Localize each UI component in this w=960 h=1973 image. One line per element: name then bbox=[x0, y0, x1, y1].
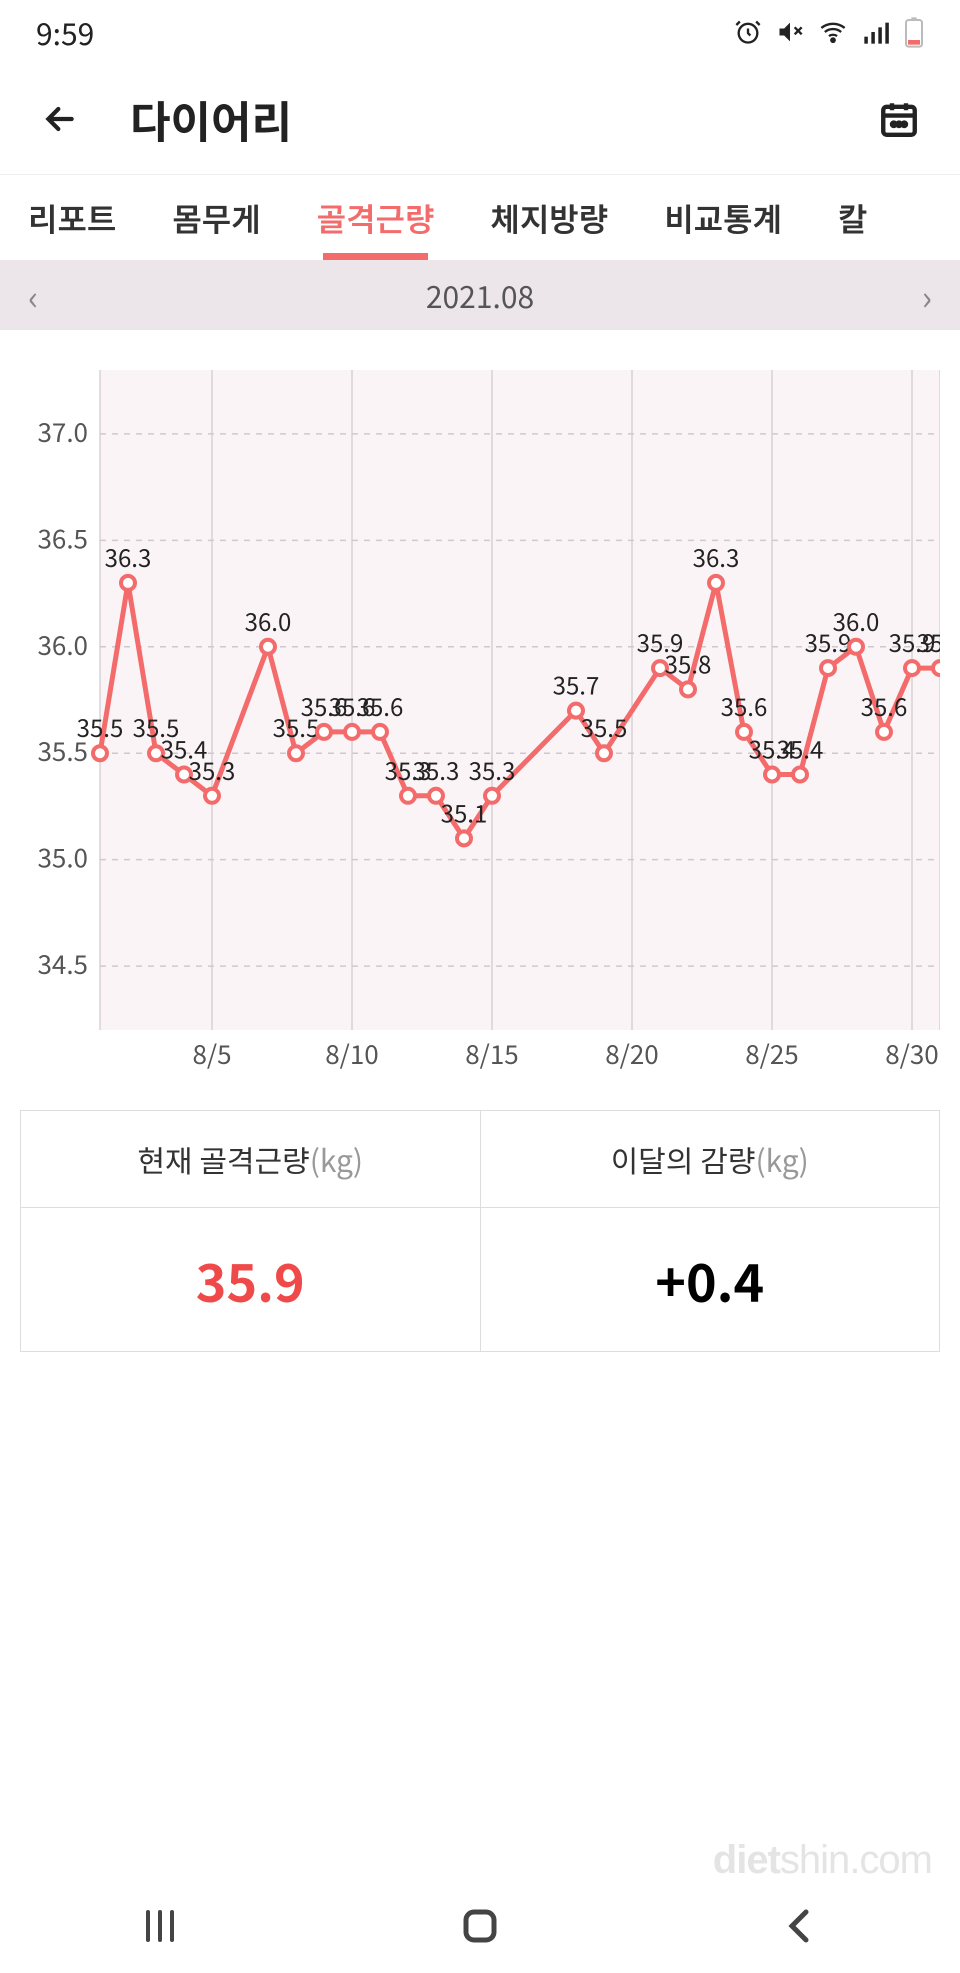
svg-text:35.3: 35.3 bbox=[189, 752, 236, 787]
svg-text:37.0: 37.0 bbox=[37, 413, 88, 450]
svg-text:35.6: 35.6 bbox=[861, 688, 908, 723]
month-next-button[interactable]: › bbox=[922, 271, 932, 320]
alarm-icon bbox=[734, 18, 762, 46]
summary-delta: 이달의 감량(kg) +0.4 bbox=[481, 1111, 940, 1351]
svg-text:36.0: 36.0 bbox=[37, 626, 88, 663]
summary-current-value: 35.9 bbox=[21, 1208, 480, 1351]
tab-1[interactable]: 몸무게 bbox=[144, 175, 288, 260]
svg-text:8/5: 8/5 bbox=[192, 1035, 231, 1072]
svg-text:35.0: 35.0 bbox=[37, 839, 88, 876]
month-label: 2021.08 bbox=[426, 273, 534, 317]
svg-text:35.3: 35.3 bbox=[413, 752, 460, 787]
svg-text:36.3: 36.3 bbox=[105, 539, 152, 574]
recents-button[interactable] bbox=[136, 1902, 184, 1955]
watermark: dietshin.com bbox=[713, 1838, 932, 1883]
app-bar: 다이어리 bbox=[0, 64, 960, 174]
signal-icon bbox=[862, 18, 890, 46]
svg-text:34.5: 34.5 bbox=[37, 945, 88, 982]
mute-icon bbox=[776, 18, 804, 46]
svg-text:35.6: 35.6 bbox=[721, 688, 768, 723]
muscle-mass-chart: 34.5 35.0 35.5 36.0 36.5 37.0 8/5 8/10 8/15 8/20 8… bbox=[20, 360, 940, 1080]
month-selector: ‹ 2021.08 › bbox=[0, 260, 960, 330]
status-bar: 9:59 bbox=[0, 0, 960, 64]
svg-text:36.0: 36.0 bbox=[833, 603, 880, 638]
tab-4[interactable]: 비교통계 bbox=[636, 175, 810, 260]
svg-text:35.7: 35.7 bbox=[553, 667, 600, 702]
svg-text:8/20: 8/20 bbox=[605, 1035, 658, 1072]
svg-text:35.4: 35.4 bbox=[777, 731, 824, 766]
summary-table: 현재 골격근량(kg) 35.9 이달의 감량(kg) +0.4 bbox=[20, 1110, 940, 1352]
svg-text:35.5: 35.5 bbox=[77, 709, 124, 744]
svg-text:36.3: 36.3 bbox=[693, 539, 740, 574]
back-button[interactable] bbox=[40, 99, 80, 139]
calendar-button[interactable] bbox=[878, 98, 920, 140]
system-navbar bbox=[0, 1883, 960, 1973]
month-prev-button[interactable]: ‹ bbox=[28, 271, 38, 320]
svg-text:35.8: 35.8 bbox=[665, 645, 712, 680]
status-time: 9:59 bbox=[36, 10, 94, 54]
summary-delta-value: +0.4 bbox=[481, 1208, 940, 1351]
tab-5[interactable]: 칼 bbox=[810, 175, 895, 260]
tab-0[interactable]: 리포트 bbox=[0, 175, 144, 260]
svg-text:35.9: 35.9 bbox=[917, 624, 940, 659]
battery-icon bbox=[904, 16, 924, 48]
tab-3[interactable]: 체지방량 bbox=[462, 175, 636, 260]
svg-text:8/30: 8/30 bbox=[885, 1035, 938, 1072]
svg-text:35.3: 35.3 bbox=[469, 752, 516, 787]
svg-text:36.0: 36.0 bbox=[245, 603, 292, 638]
tab-bar: 리포트몸무게골격근량체지방량비교통계칼 bbox=[0, 174, 960, 260]
svg-text:35.5: 35.5 bbox=[581, 709, 628, 744]
summary-delta-label: 이달의 감량(kg) bbox=[481, 1111, 940, 1208]
svg-text:8/10: 8/10 bbox=[325, 1035, 378, 1072]
nav-back-button[interactable] bbox=[776, 1902, 824, 1955]
status-icons bbox=[734, 16, 924, 48]
summary-current-label: 현재 골격근량(kg) bbox=[21, 1111, 480, 1208]
svg-text:8/25: 8/25 bbox=[745, 1035, 798, 1072]
page-title: 다이어리 bbox=[130, 87, 828, 151]
svg-text:36.5: 36.5 bbox=[37, 519, 88, 556]
tab-2[interactable]: 골격근량 bbox=[289, 175, 463, 260]
svg-text:35.6: 35.6 bbox=[357, 688, 404, 723]
chart-container: 34.5 35.0 35.5 36.0 36.5 37.0 8/5 8/10 8/15 8/20 8… bbox=[0, 330, 960, 1090]
svg-text:35.1: 35.1 bbox=[441, 794, 488, 829]
svg-text:8/15: 8/15 bbox=[465, 1035, 518, 1072]
wifi-icon bbox=[818, 18, 848, 46]
home-button[interactable] bbox=[456, 1902, 504, 1955]
summary-current: 현재 골격근량(kg) 35.9 bbox=[21, 1111, 481, 1351]
